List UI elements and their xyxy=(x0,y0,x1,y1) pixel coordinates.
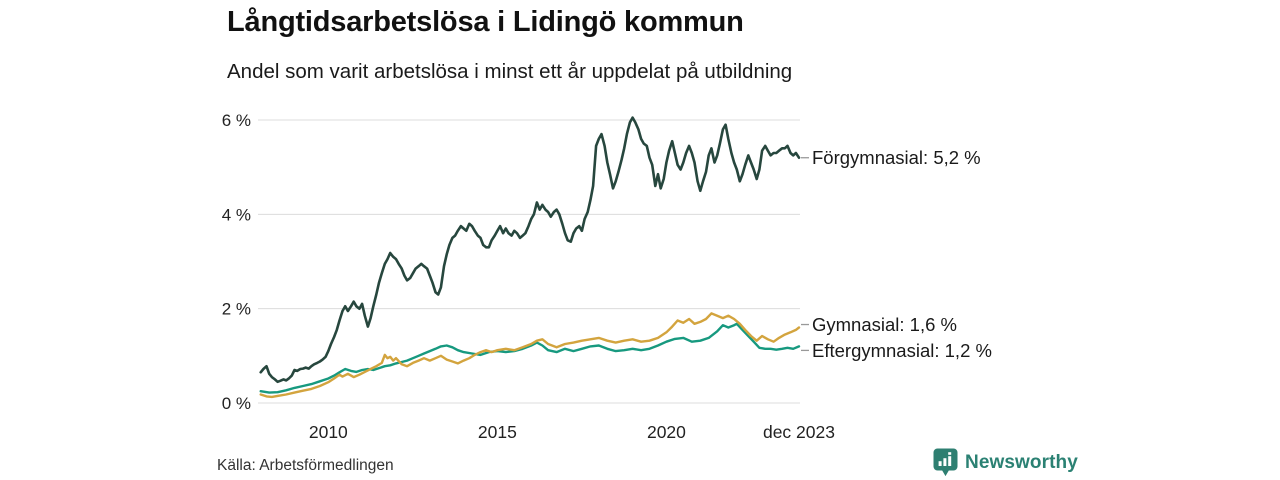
y-tick-label: 2 % xyxy=(222,300,251,319)
series-line-eftergymnasial xyxy=(259,322,801,394)
y-tick-label: 4 % xyxy=(222,205,251,224)
x-tick-label: 2020 xyxy=(647,422,686,442)
x-tick-label: dec 2023 xyxy=(763,422,835,442)
series-end-label-förgymnasial: Förgymnasial: 5,2 % xyxy=(812,147,981,168)
source-note: Källa: Arbetsförmedlingen xyxy=(217,457,394,474)
newsworthy-brand-link[interactable]: Newsworthy xyxy=(933,448,1078,477)
series-line-gymnasial xyxy=(259,312,801,399)
chart-subtitle: Andel som varit arbetslösa i minst ett å… xyxy=(227,60,793,83)
series-end-label-eftergymnasial: Eftergymnasial: 1,2 % xyxy=(812,340,992,361)
y-tick-label: 6 % xyxy=(222,111,251,130)
newsworthy-logo-icon xyxy=(933,448,958,477)
chart-title: Långtidsarbetslösa i Lidingö kommun xyxy=(227,6,744,38)
brand-name: Newsworthy xyxy=(965,451,1078,473)
x-tick-label: 2010 xyxy=(309,422,348,442)
x-tick-label: 2015 xyxy=(478,422,517,442)
series-end-label-gymnasial: Gymnasial: 1,6 % xyxy=(812,314,957,335)
series-line-förgymnasial xyxy=(259,116,801,384)
y-tick-label: 0 % xyxy=(222,394,251,413)
